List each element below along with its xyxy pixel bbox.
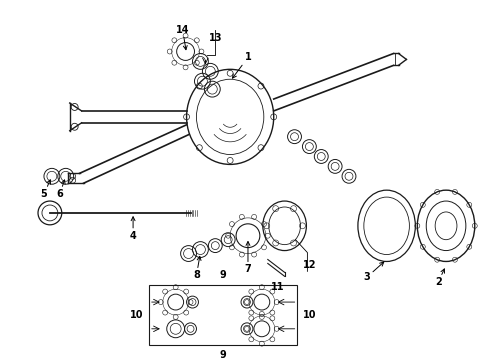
Text: 11: 11 <box>271 282 284 292</box>
Text: 10: 10 <box>130 310 144 320</box>
Bar <box>149 285 297 345</box>
Text: 7: 7 <box>245 242 251 274</box>
Text: 5: 5 <box>41 180 50 199</box>
Text: 8: 8 <box>193 256 201 280</box>
Text: 9: 9 <box>220 350 226 360</box>
Text: 1: 1 <box>232 53 251 78</box>
Text: 13: 13 <box>209 33 222 42</box>
Text: 12: 12 <box>303 260 316 270</box>
Text: 9: 9 <box>220 270 226 280</box>
Text: 4: 4 <box>130 217 136 241</box>
Text: 14: 14 <box>176 25 189 50</box>
Text: 3: 3 <box>364 262 384 282</box>
Text: 10: 10 <box>303 310 316 320</box>
Text: 2: 2 <box>435 269 444 287</box>
Text: 6: 6 <box>56 180 65 199</box>
